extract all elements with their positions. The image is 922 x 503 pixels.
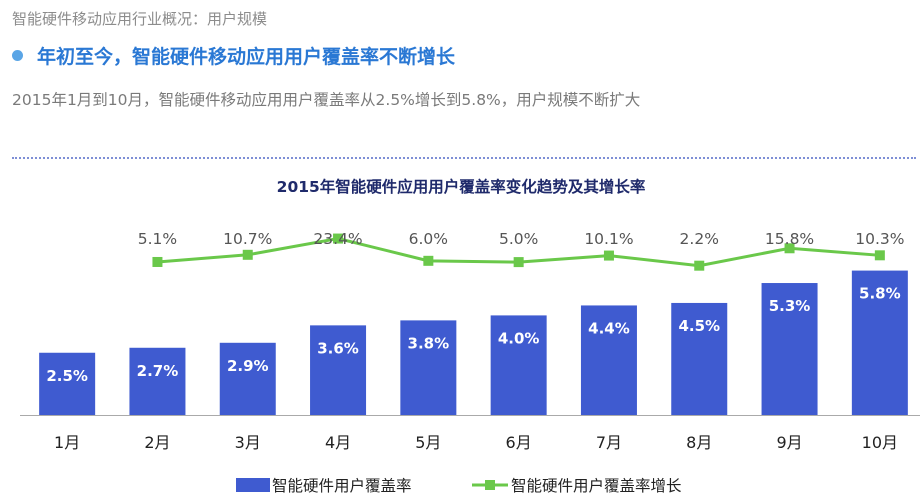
- growth-value-label: 6.0%: [409, 230, 448, 248]
- bar: [851, 270, 908, 415]
- chart-title: 2015年智能硬件应用用户覆盖率变化趋势及其增长率: [276, 178, 646, 196]
- bar-value-label: 3.6%: [317, 339, 359, 357]
- bar: [39, 352, 96, 415]
- x-tick-label: 2月: [144, 433, 170, 452]
- growth-point: [333, 233, 344, 244]
- growth-value-label: 5.0%: [499, 230, 538, 248]
- bar: [400, 320, 457, 415]
- bullet-dot-icon: [12, 50, 23, 61]
- growth-point: [694, 260, 705, 271]
- growth-point: [242, 249, 253, 260]
- growth-value-label: 15.8%: [765, 230, 814, 248]
- bar-value-label: 4.0%: [498, 329, 540, 347]
- growth-value-label: 2.2%: [680, 230, 719, 248]
- x-tick-label: 4月: [325, 433, 351, 452]
- bar: [761, 283, 818, 415]
- bar-value-label: 3.8%: [408, 334, 450, 352]
- legend-bar-swatch: [236, 478, 270, 492]
- bar-value-label: 2.5%: [46, 367, 88, 385]
- bar-value-label: 5.3%: [769, 297, 811, 315]
- bar-value-label: 2.9%: [227, 357, 269, 375]
- x-tick-label: 7月: [596, 433, 622, 452]
- legend-line-marker: [485, 480, 495, 490]
- bar-value-label: 5.8%: [859, 285, 901, 303]
- growth-point: [513, 257, 524, 268]
- x-tick-label: 8月: [686, 433, 712, 452]
- x-tick-label: 3月: [235, 433, 261, 452]
- bar: [219, 342, 276, 415]
- x-tick-label: 6月: [506, 433, 532, 452]
- bar-value-label: 4.5%: [678, 317, 720, 335]
- growth-value-label: 23.4%: [313, 230, 362, 248]
- bar-value-label: 4.4%: [588, 319, 630, 337]
- x-tick-label: 5月: [415, 433, 441, 452]
- section-label: 智能硬件移动应用行业概况：用户规模: [12, 10, 268, 28]
- bar: [129, 347, 186, 415]
- headline: 年初至今，智能硬件移动应用用户覆盖率不断增长: [37, 46, 456, 68]
- growth-value-label: 10.1%: [584, 230, 633, 248]
- bar: [490, 315, 547, 415]
- subline: 2015年1月到10月，智能硬件移动应用用户覆盖率从2.5%增长到5.8%，用户…: [12, 91, 641, 109]
- growth-point: [152, 256, 163, 267]
- growth-value-label: 5.1%: [138, 230, 177, 248]
- legend-line-label: 智能硬件用户覆盖率增长: [511, 477, 682, 495]
- headline-row: 年初至今，智能硬件移动应用用户覆盖率不断增长: [12, 42, 455, 69]
- x-tick-label: 9月: [776, 433, 802, 452]
- dotted-divider: [12, 157, 916, 159]
- bar-value-label: 2.7%: [137, 362, 179, 380]
- bar: [671, 302, 728, 415]
- growth-point: [874, 250, 885, 261]
- growth-value-label: 10.3%: [855, 230, 904, 248]
- growth-point: [423, 255, 434, 266]
- growth-point: [784, 243, 795, 254]
- legend-bar-label: 智能硬件用户覆盖率: [272, 477, 412, 495]
- growth-point: [603, 250, 614, 261]
- bar: [310, 325, 367, 415]
- growth-value-label: 10.7%: [223, 230, 272, 248]
- bar: [580, 305, 637, 415]
- x-tick-label: 10月: [862, 433, 898, 452]
- x-tick-label: 1月: [54, 433, 80, 452]
